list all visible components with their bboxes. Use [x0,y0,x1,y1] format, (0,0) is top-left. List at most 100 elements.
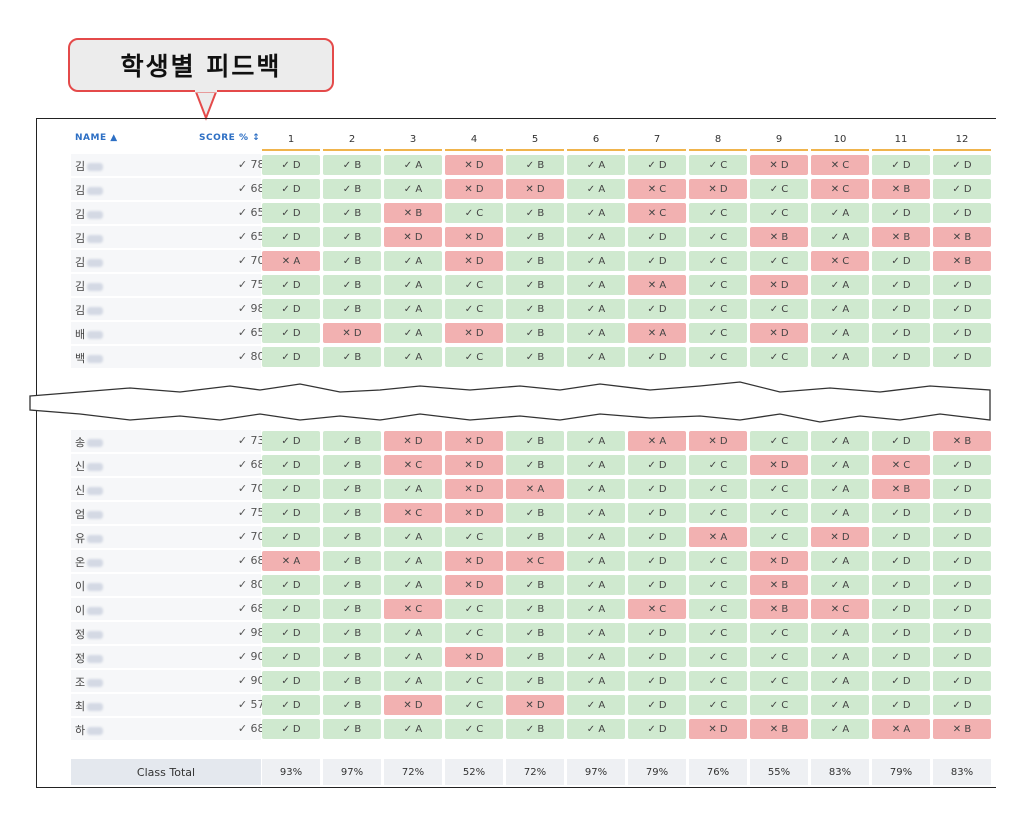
correct-answer-cell[interactable]: ✓ A [384,671,442,691]
correct-answer-cell[interactable]: ✓ C [445,599,503,619]
correct-answer-cell[interactable]: ✓ D [628,455,686,475]
correct-answer-cell[interactable]: ✓ D [933,503,991,523]
student-name[interactable]: 이 [75,578,195,594]
wrong-answer-cell[interactable]: ✕ D [506,695,564,715]
correct-answer-cell[interactable]: ✓ B [323,155,381,175]
correct-answer-cell[interactable]: ✓ A [567,179,625,199]
student-name[interactable]: 최 [75,698,195,714]
student-name[interactable]: 엄 [75,506,195,522]
wrong-answer-cell[interactable]: ✕ D [811,527,869,547]
correct-answer-cell[interactable]: ✓ D [262,623,320,643]
correct-answer-cell[interactable]: ✓ A [811,431,869,451]
wrong-answer-cell[interactable]: ✕ D [689,431,747,451]
correct-answer-cell[interactable]: ✓ C [445,275,503,295]
correct-answer-cell[interactable]: ✓ A [567,155,625,175]
student-name[interactable]: 온 [75,554,195,570]
wrong-answer-cell[interactable]: ✕ C [811,599,869,619]
wrong-answer-cell[interactable]: ✕ B [872,179,930,199]
correct-answer-cell[interactable]: ✓ B [323,599,381,619]
correct-answer-cell[interactable]: ✓ C [689,695,747,715]
correct-answer-cell[interactable]: ✓ D [872,275,930,295]
wrong-answer-cell[interactable]: ✕ B [750,227,808,247]
correct-answer-cell[interactable]: ✓ C [689,299,747,319]
correct-answer-cell[interactable]: ✓ A [567,323,625,343]
correct-answer-cell[interactable]: ✓ C [689,251,747,271]
correct-answer-cell[interactable]: ✓ A [811,299,869,319]
correct-answer-cell[interactable]: ✓ B [506,647,564,667]
wrong-answer-cell[interactable]: ✕ D [445,551,503,571]
wrong-answer-cell[interactable]: ✕ A [506,479,564,499]
wrong-answer-cell[interactable]: ✕ C [811,155,869,175]
correct-answer-cell[interactable]: ✓ D [933,575,991,595]
correct-answer-cell[interactable]: ✓ B [323,719,381,739]
correct-answer-cell[interactable]: ✓ A [567,671,625,691]
correct-answer-cell[interactable]: ✓ D [262,695,320,715]
correct-answer-cell[interactable]: ✓ A [567,623,625,643]
correct-answer-cell[interactable]: ✓ D [262,347,320,367]
correct-answer-cell[interactable]: ✓ A [384,647,442,667]
correct-answer-cell[interactable]: ✓ D [933,323,991,343]
correct-answer-cell[interactable]: ✓ D [262,719,320,739]
wrong-answer-cell[interactable]: ✕ D [445,155,503,175]
wrong-answer-cell[interactable]: ✕ D [689,719,747,739]
correct-answer-cell[interactable]: ✓ D [933,671,991,691]
correct-answer-cell[interactable]: ✓ A [811,227,869,247]
correct-answer-cell[interactable]: ✓ A [811,455,869,475]
student-name[interactable]: 하 [75,722,195,738]
correct-answer-cell[interactable]: ✓ A [811,695,869,715]
correct-answer-cell[interactable]: ✓ D [933,179,991,199]
correct-answer-cell[interactable]: ✓ B [323,179,381,199]
correct-answer-cell[interactable]: ✓ C [689,647,747,667]
correct-answer-cell[interactable]: ✓ B [323,203,381,223]
correct-answer-cell[interactable]: ✓ B [506,299,564,319]
correct-answer-cell[interactable]: ✓ A [811,203,869,223]
student-name[interactable]: 백 [75,350,195,366]
correct-answer-cell[interactable]: ✓ D [933,695,991,715]
correct-answer-cell[interactable]: ✓ D [628,347,686,367]
wrong-answer-cell[interactable]: ✕ D [445,503,503,523]
correct-answer-cell[interactable]: ✓ A [567,203,625,223]
correct-answer-cell[interactable]: ✓ D [262,203,320,223]
correct-answer-cell[interactable]: ✓ B [506,623,564,643]
correct-answer-cell[interactable]: ✓ B [323,275,381,295]
correct-answer-cell[interactable]: ✓ C [750,203,808,223]
correct-answer-cell[interactable]: ✓ B [323,455,381,475]
wrong-answer-cell[interactable]: ✕ D [384,431,442,451]
wrong-answer-cell[interactable]: ✕ D [384,227,442,247]
correct-answer-cell[interactable]: ✓ D [872,647,930,667]
correct-answer-cell[interactable]: ✓ A [811,347,869,367]
correct-answer-cell[interactable]: ✓ C [750,431,808,451]
correct-answer-cell[interactable]: ✓ D [933,527,991,547]
correct-answer-cell[interactable]: ✓ D [933,455,991,475]
correct-answer-cell[interactable]: ✓ A [567,599,625,619]
correct-answer-cell[interactable]: ✓ C [750,179,808,199]
correct-answer-cell[interactable]: ✓ B [323,623,381,643]
correct-answer-cell[interactable]: ✓ A [384,527,442,547]
correct-answer-cell[interactable]: ✓ A [567,431,625,451]
wrong-answer-cell[interactable]: ✕ D [445,251,503,271]
correct-answer-cell[interactable]: ✓ D [628,695,686,715]
student-name[interactable]: 김 [75,230,195,246]
correct-answer-cell[interactable]: ✓ D [933,623,991,643]
correct-answer-cell[interactable]: ✓ A [384,155,442,175]
correct-answer-cell[interactable]: ✓ A [567,227,625,247]
correct-answer-cell[interactable]: ✓ D [872,251,930,271]
correct-answer-cell[interactable]: ✓ B [506,275,564,295]
student-name[interactable]: 정 [75,650,195,666]
correct-answer-cell[interactable]: ✓ A [567,527,625,547]
correct-answer-cell[interactable]: ✓ A [384,719,442,739]
correct-answer-cell[interactable]: ✓ A [567,251,625,271]
correct-answer-cell[interactable]: ✓ D [933,275,991,295]
correct-answer-cell[interactable]: ✓ D [933,203,991,223]
correct-answer-cell[interactable]: ✓ D [262,599,320,619]
wrong-answer-cell[interactable]: ✕ C [811,251,869,271]
correct-answer-cell[interactable]: ✓ D [933,347,991,367]
correct-answer-cell[interactable]: ✓ A [384,323,442,343]
correct-answer-cell[interactable]: ✓ D [872,623,930,643]
correct-answer-cell[interactable]: ✓ A [567,275,625,295]
wrong-answer-cell[interactable]: ✕ C [628,179,686,199]
wrong-answer-cell[interactable]: ✕ D [445,431,503,451]
correct-answer-cell[interactable]: ✓ A [384,299,442,319]
correct-answer-cell[interactable]: ✓ C [689,671,747,691]
correct-answer-cell[interactable]: ✓ C [689,455,747,475]
